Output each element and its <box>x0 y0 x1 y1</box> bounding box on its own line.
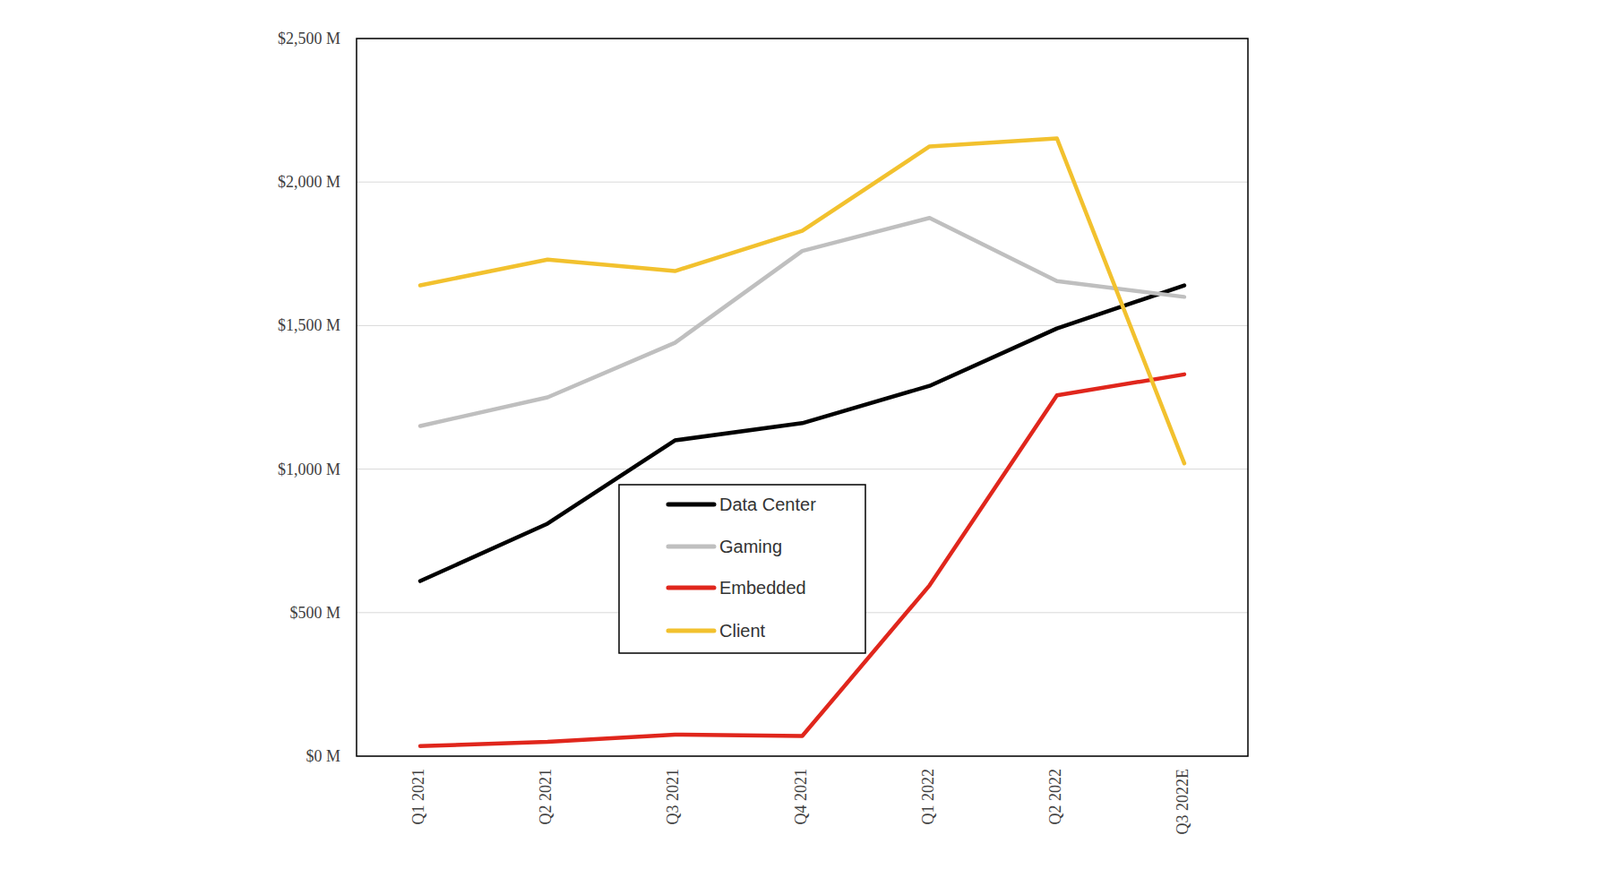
legend-label: Gaming <box>719 536 783 557</box>
plot-frame <box>356 38 1248 757</box>
y-tick-label: $1,000 M <box>277 460 341 479</box>
grid-line <box>356 468 1248 470</box>
legend-swatch <box>668 585 714 591</box>
y-tick-label: $500 M <box>289 603 341 622</box>
grid-line <box>356 325 1248 327</box>
legend-box <box>619 484 866 654</box>
legend-swatch <box>668 628 714 634</box>
x-tick-label: Q2 2022 <box>1046 768 1065 826</box>
x-tick-label: Q1 2021 <box>409 768 428 826</box>
series-line <box>420 374 1185 747</box>
x-tick-label: Q2 2021 <box>536 768 555 826</box>
x-tick-label: Q1 2022 <box>919 768 938 826</box>
y-tick-label: $2,500 M <box>277 29 341 48</box>
y-tick-label: $0 M <box>305 747 341 766</box>
x-tick-label: Q4 2021 <box>791 768 810 826</box>
legend-swatch <box>668 544 714 550</box>
chart: $0 M $500 M $1,000 M $1,500 M $2,000 M $2,500… <box>0 0 1600 878</box>
y-tick-label: $2,000 M <box>277 172 341 191</box>
x-tick-label: Q3 2022E <box>1173 768 1192 835</box>
legend-label: Data Center <box>719 494 817 515</box>
legend-label: Client <box>719 620 766 641</box>
series-line <box>420 137 1185 464</box>
y-tick-label: $1,500 M <box>277 316 341 335</box>
legend-label: Embedded <box>719 577 807 598</box>
legend-swatch <box>668 502 714 508</box>
lines <box>420 137 1185 746</box>
x-tick-label: Q3 2021 <box>663 768 682 826</box>
grid-line <box>356 181 1248 183</box>
